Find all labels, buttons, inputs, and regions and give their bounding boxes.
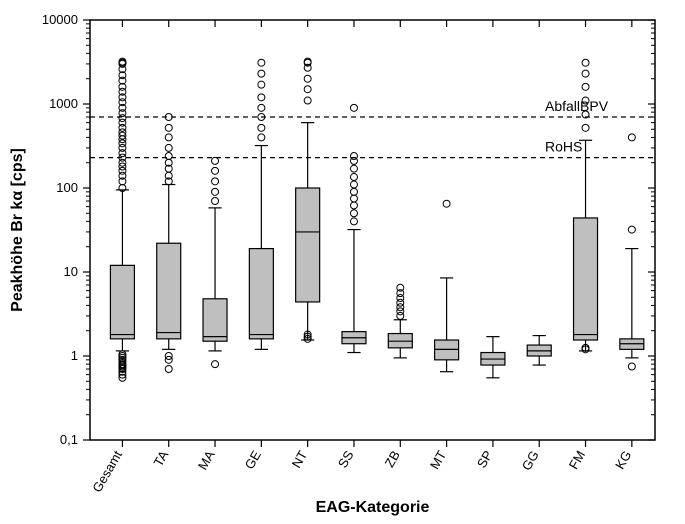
chart-svg: 0,1 1 10 100 1000 10000 AbfallBPV RoHS Gesamt TA M… bbox=[0, 0, 685, 524]
x-axis-label: EAG-Kategorie bbox=[316, 499, 430, 516]
box bbox=[110, 265, 134, 339]
category-label: FM bbox=[566, 448, 588, 472]
category-label: GG bbox=[519, 448, 542, 473]
y-tick-label: 0,1 bbox=[60, 432, 78, 447]
box bbox=[574, 218, 598, 340]
category-label: KG bbox=[612, 448, 634, 472]
boxplot-chart: 0,1 1 10 100 1000 10000 AbfallBPV RoHS Gesamt TA M… bbox=[0, 0, 685, 524]
category-label: MA bbox=[195, 448, 218, 473]
y-tick-label: 1000 bbox=[49, 96, 78, 111]
category-label: MT bbox=[427, 448, 449, 472]
category-label: ZB bbox=[382, 448, 403, 470]
y-tick-label: 1 bbox=[71, 348, 78, 363]
plot-area bbox=[90, 20, 655, 440]
reference-label: RoHS bbox=[545, 139, 582, 155]
box bbox=[296, 188, 320, 302]
category-label: TA bbox=[151, 448, 172, 469]
category-label: SS bbox=[335, 448, 357, 471]
y-axis-label: Peakhöhe Br kα [cps] bbox=[9, 148, 26, 312]
y-tick-label: 10000 bbox=[42, 12, 78, 27]
box bbox=[157, 243, 181, 339]
reference-label: AbfallBPV bbox=[545, 98, 609, 114]
category-label: SP bbox=[474, 448, 496, 471]
category-label: NT bbox=[289, 448, 311, 471]
box bbox=[203, 299, 227, 341]
category-label: Gesamt bbox=[89, 448, 125, 495]
y-tick-label: 100 bbox=[56, 180, 78, 195]
category-label: GE bbox=[242, 448, 265, 472]
box bbox=[249, 249, 273, 339]
y-tick-label: 10 bbox=[64, 264, 78, 279]
